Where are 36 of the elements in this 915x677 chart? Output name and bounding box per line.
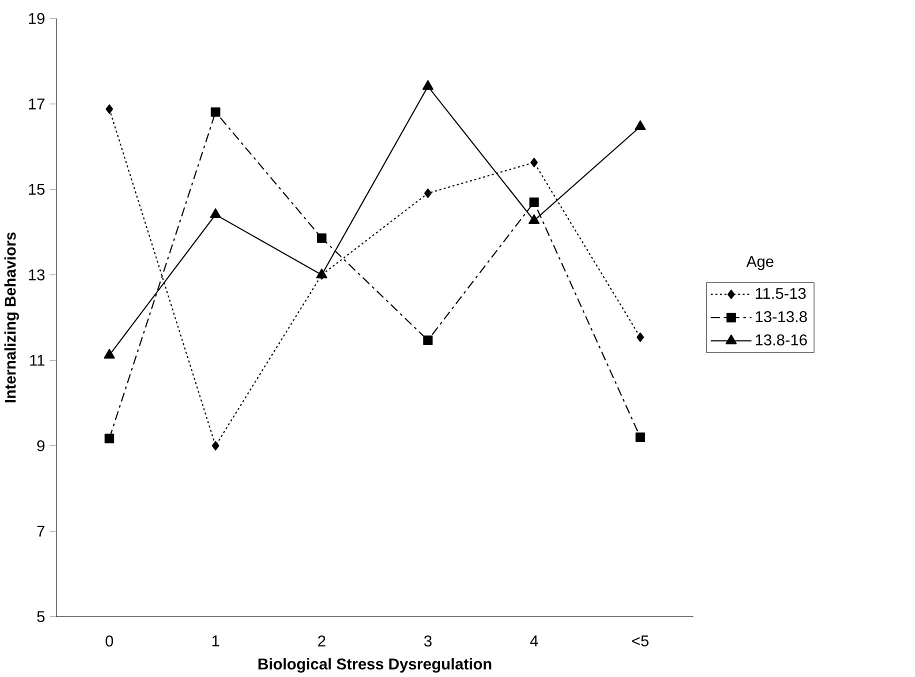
y-axis-title: Internalizing Behaviors [4, 232, 19, 402]
point [210, 208, 222, 218]
x-tick-label: <5 [632, 636, 649, 646]
y-tick-label: 5 [37, 611, 45, 622]
x-tick-label: 3 [424, 636, 432, 647]
point [316, 233, 326, 243]
x-tick-label: 0 [106, 636, 114, 647]
legend-label: 13-13.8 [756, 311, 807, 322]
point [634, 120, 646, 130]
x-tick-label: 2 [318, 636, 326, 646]
y-tick-label: 13 [29, 269, 44, 280]
x-tick-label: 4 [530, 636, 538, 646]
point [529, 197, 539, 207]
point [422, 80, 434, 90]
point [636, 432, 646, 442]
legend-label: 13.8-16 [756, 334, 807, 346]
point [210, 107, 220, 117]
point [528, 214, 540, 224]
y-tick-label: 11 [30, 354, 44, 366]
y-tick-label: 17 [29, 98, 44, 110]
legend-title: Age [746, 256, 774, 270]
point [104, 434, 114, 444]
y-tick-label: 19 [29, 12, 44, 24]
y-tick-label: 15 [29, 184, 45, 195]
point [106, 104, 114, 114]
point [212, 441, 220, 450]
point [636, 332, 644, 342]
y-tick-label: 9 [37, 440, 44, 452]
point [424, 188, 432, 198]
y-tick-label: 7 [37, 526, 44, 537]
x-axis-title: Biological Stress Dysregulation [258, 658, 492, 673]
point [423, 335, 433, 345]
point [104, 348, 115, 359]
legend-label: 11.5-13 [756, 288, 806, 299]
point [530, 158, 538, 168]
x-tick-label: 1 [212, 636, 220, 646]
